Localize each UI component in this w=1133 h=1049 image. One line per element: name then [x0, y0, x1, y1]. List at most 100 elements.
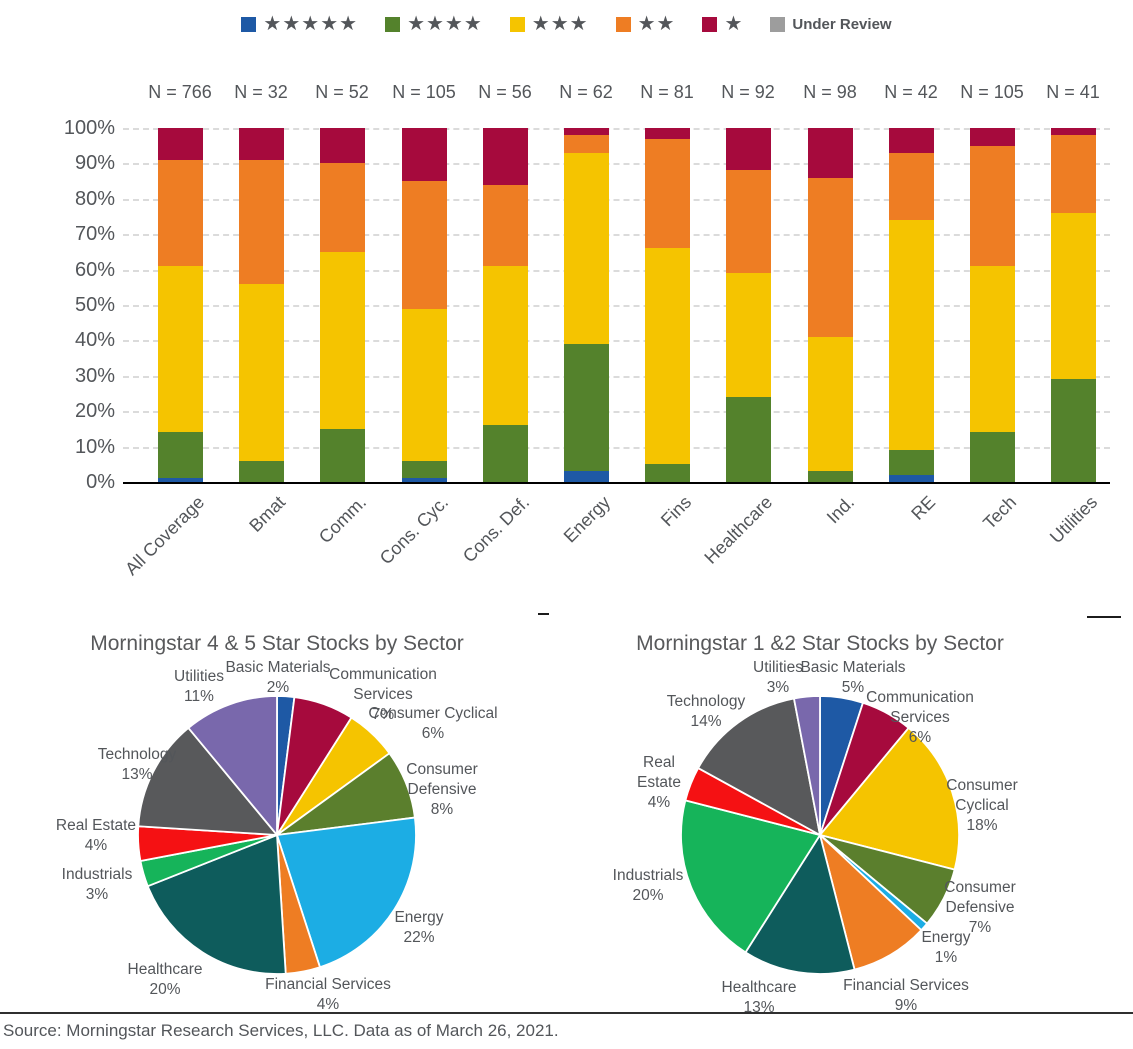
left-pie-title: Morningstar 4 & 5 Star Stocks by Sector — [90, 632, 464, 655]
y-tick-label: 10% — [74, 435, 115, 458]
legend-item-2-star: ★★ — [615, 14, 676, 34]
x-axis-label-text: Cons. Def. — [458, 492, 534, 567]
bar-segment — [158, 266, 203, 433]
gridline-40 — [123, 340, 1110, 343]
y-tick-label: 20% — [74, 400, 115, 423]
legend-swatch-1-star — [702, 17, 718, 32]
bar-segment — [564, 128, 609, 136]
legend-item-5-star: ★★★★★ — [241, 13, 359, 35]
bar-segment — [564, 152, 609, 344]
gridline-60 — [123, 269, 1110, 272]
bar-segment — [320, 251, 365, 429]
n-count-label: N = 62 — [559, 82, 613, 102]
bar-segment — [320, 128, 365, 164]
bar-segment — [808, 177, 853, 337]
bar-segment — [970, 145, 1015, 267]
n-count-label: N = 98 — [803, 82, 857, 102]
pie-slice-utilities — [793, 695, 821, 836]
pie-label-utilities: Utilities 11% — [174, 667, 224, 705]
x-axis-label-text: Bmat — [245, 492, 290, 536]
pie-slice-consumer-cyclical — [819, 727, 960, 871]
bar-segment — [483, 128, 528, 185]
bar-segment — [158, 432, 203, 479]
bar-segment — [726, 273, 771, 398]
bar-segment — [1051, 128, 1096, 136]
pie-label-energy: Energy 1% — [921, 928, 971, 966]
legend-stars-5-star: ★★★★★ — [263, 13, 359, 35]
bar-segment — [889, 220, 934, 451]
bar-segment — [889, 474, 934, 482]
x-axis-label-text: Healthcare — [700, 492, 777, 568]
bar-segment — [889, 152, 934, 221]
y-tick-label: 70% — [74, 223, 115, 246]
bar-segment — [645, 138, 690, 249]
bar-segment — [726, 170, 771, 274]
bar-segment — [402, 128, 447, 182]
pie-label-basic-materials: Basic Materials 5% — [800, 658, 906, 696]
pie-label-basic-materials: Basic Materials 2% — [225, 658, 331, 696]
x-axis-label-text: Comm. — [314, 492, 371, 548]
bar-segment — [402, 478, 447, 482]
rating-legend: ★★★★★ ★★★★ ★★★ ★★ ★ Under Review — [0, 13, 1133, 35]
gridline-100 — [123, 128, 1110, 130]
dash-mark-small — [538, 613, 549, 615]
pie-label-industrials: Industrials 3% — [61, 865, 133, 903]
y-tick-label: 0% — [86, 471, 115, 493]
legend-swatch-5-star — [241, 17, 257, 32]
gridline-70 — [123, 234, 1110, 237]
x-axis-label-text: Ind. — [822, 492, 859, 528]
y-tick-label: 90% — [74, 152, 115, 175]
bar-segment — [970, 432, 1015, 482]
x-axis-label-text: RE — [907, 492, 940, 524]
pie-slice-technology — [697, 697, 821, 836]
pie-svg — [680, 695, 960, 975]
n-count-label: N = 81 — [640, 82, 694, 102]
pie-slice-utilities — [187, 695, 278, 836]
x-axis-label-text: Utilities — [1045, 492, 1102, 548]
right-pie-title: Morningstar 1 &2 Star Stocks by Sector — [636, 632, 1004, 655]
bar-segment — [564, 471, 609, 482]
n-count-label: N = 766 — [148, 82, 212, 102]
legend-label-under-review: Under Review — [792, 16, 892, 33]
pie-label-financial-services: Financial Services 4% — [265, 975, 391, 1013]
bar-segment — [1051, 379, 1096, 482]
y-tick-label: 100% — [63, 117, 115, 139]
bar-segment — [726, 128, 771, 171]
pie-label-industrials: Industrials 20% — [612, 866, 684, 904]
dash-mark-wide — [1087, 616, 1121, 618]
bar-segment — [808, 336, 853, 472]
bar-segment — [483, 184, 528, 267]
y-tick-label: 30% — [74, 364, 115, 387]
n-count-label: N = 32 — [234, 82, 288, 102]
pie-slice-healthcare — [146, 834, 287, 975]
pie-label-financial-services: Financial Services 9% — [843, 976, 969, 1014]
legend-stars-3-star: ★★★ — [531, 13, 589, 35]
bar-segment — [239, 159, 284, 284]
source-text: Source: Morningstar Research Services, L… — [3, 1021, 559, 1040]
pie-label-consumer-cyclical: Consumer Cyclical 18% — [946, 776, 1018, 835]
pie-svg — [137, 695, 417, 975]
y-tick-label: 80% — [74, 187, 115, 210]
n-count-label: N = 56 — [478, 82, 532, 102]
x-axis-label-text: Energy — [559, 492, 615, 547]
bar-segment — [239, 128, 284, 160]
pie-slice-industrials — [680, 799, 821, 954]
bar-segment — [726, 397, 771, 482]
bar-segment — [564, 135, 609, 153]
bar-segment — [239, 283, 284, 461]
pie-label-utilities: Utilities 3% — [753, 658, 803, 696]
n-count-label: N = 41 — [1046, 82, 1100, 102]
pie-slice-healthcare — [744, 834, 856, 975]
pie-label-real-estate: Real Estate 4% — [55, 816, 137, 854]
pie-label-real-estate: Real Estate 4% — [637, 753, 681, 812]
bar-segment — [320, 163, 365, 252]
pie-label-healthcare: Healthcare 13% — [721, 978, 797, 1016]
bar-segment — [970, 128, 1015, 146]
n-count-label: N = 42 — [884, 82, 938, 102]
bar-segment — [402, 181, 447, 309]
gridline-10 — [123, 446, 1110, 449]
n-count-label: N = 105 — [960, 82, 1024, 102]
pie-label-technology: Technology 14% — [666, 692, 746, 730]
bar-segment — [808, 471, 853, 482]
